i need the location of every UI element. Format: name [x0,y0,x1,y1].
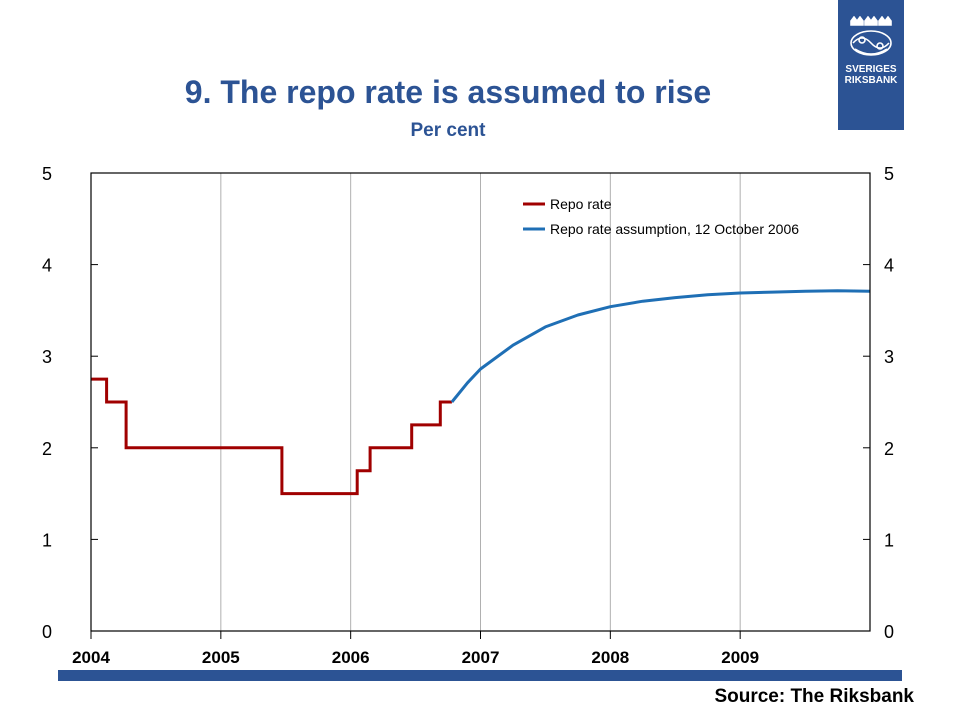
bottom-rule [58,670,902,681]
x-tick-label: 2008 [591,648,629,667]
y-tick-label-right: 2 [884,439,894,459]
logo-text-line2: RIKSBANK [844,75,898,86]
y-tick-label-right: 5 [884,164,894,184]
riksbank-crest-icon [850,16,892,56]
y-tick-label-right: 1 [884,530,894,550]
chart-axes: 2004 2005 2006 2007 2008 2009 0 1 2 3 4 5 0 1 2 3 4 5 [42,164,894,667]
x-tick-label: 2009 [721,648,759,667]
source-note: Source: The Riksbank [714,686,914,707]
logo-text-line1: SVERIGES [845,64,897,75]
legend-label-1: Repo rate [550,196,612,212]
y-tick-label-left: 3 [42,347,52,367]
y-tick-label-left: 5 [42,164,52,184]
chart-grid [220,173,741,631]
x-tick-label: 2005 [202,648,240,667]
y-tick-label-right: 4 [884,256,894,276]
y-tick-label-left: 4 [42,256,52,276]
riksbank-logo: SVERIGES RIKSBANK [838,0,904,130]
legend-label-2: Repo rate assumption, 12 October 2006 [550,221,799,237]
chart-legend: Repo rate Repo rate assumption, 12 Octobe… [523,196,799,237]
chart-series [91,289,871,496]
y-tick-label-left: 1 [42,530,52,550]
x-tick-label: 2007 [462,648,500,667]
y-tick-label-right: 0 [884,622,894,642]
y-tick-label-left: 2 [42,439,52,459]
x-tick-label: 2004 [72,648,110,667]
y-tick-label-left: 0 [42,622,52,642]
series-line-2 [450,289,871,403]
chart-subtitle: Per cent [410,120,486,141]
chart-title: 9. The repo rate is assumed to rise [184,74,712,110]
x-tick-label: 2006 [332,648,370,667]
y-tick-label-right: 3 [884,347,894,367]
series-line-1 [91,377,452,496]
